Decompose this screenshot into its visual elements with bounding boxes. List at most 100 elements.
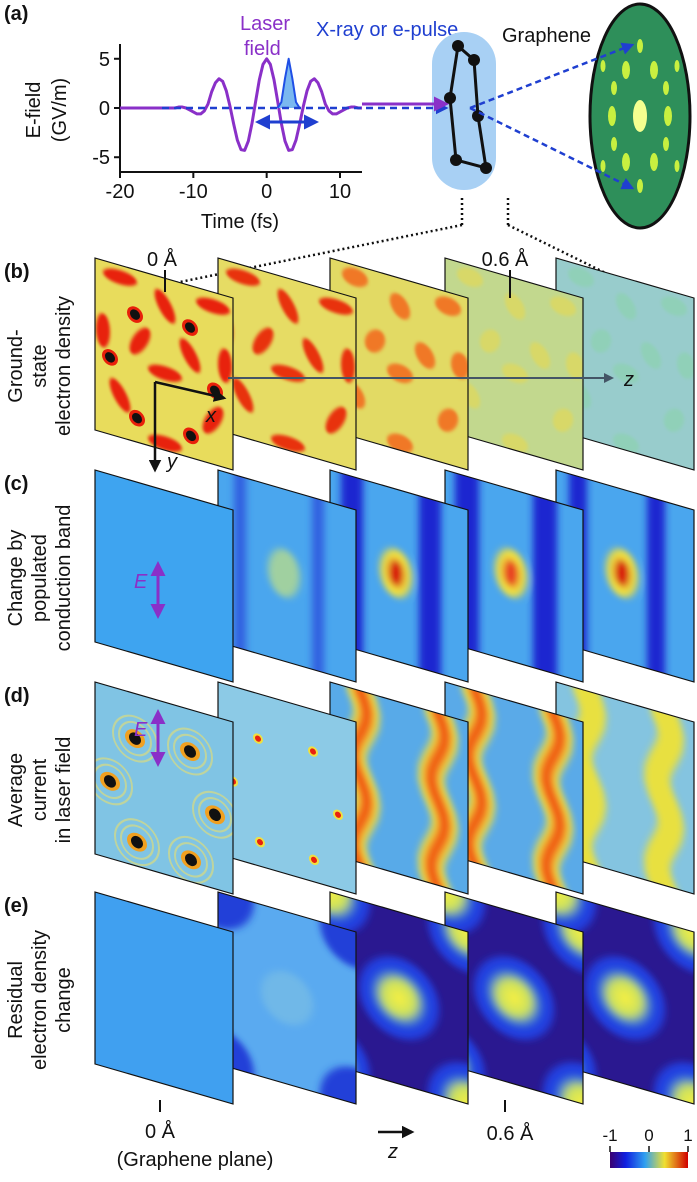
density-blob bbox=[364, 329, 386, 353]
band bbox=[647, 486, 665, 683]
density-blob bbox=[457, 267, 483, 288]
row-label: state bbox=[29, 344, 51, 387]
density-blob bbox=[302, 338, 324, 373]
density-blob bbox=[319, 297, 353, 315]
density-blob bbox=[640, 342, 662, 369]
field-label: E bbox=[134, 571, 148, 593]
density-blob bbox=[226, 268, 260, 286]
row-label: current bbox=[29, 758, 51, 821]
row-label: in laser field bbox=[53, 737, 75, 844]
field-label: E bbox=[134, 719, 148, 741]
laser-line bbox=[120, 57, 362, 152]
sheet-bg bbox=[218, 258, 356, 471]
x-axis-arrow bbox=[154, 380, 227, 402]
sample-label: Graphene bbox=[502, 25, 591, 47]
atom-core bbox=[209, 808, 221, 822]
depth-label: 0.6 Å bbox=[487, 1122, 534, 1145]
sheet-map bbox=[95, 892, 233, 1105]
y-tick-label: -5 bbox=[92, 147, 110, 169]
density-blob bbox=[550, 296, 576, 316]
colorbar-tick-label: 0 bbox=[644, 1126, 653, 1145]
y-tick-label: 0 bbox=[99, 98, 110, 120]
band-core bbox=[539, 701, 568, 895]
current-dot bbox=[310, 748, 316, 755]
hotspot bbox=[388, 558, 404, 588]
density-blob bbox=[277, 289, 299, 324]
ripple bbox=[174, 842, 208, 878]
laser-label: Laser bbox=[240, 13, 290, 35]
density-blob bbox=[342, 267, 368, 288]
y-axis-label: E-field bbox=[23, 82, 45, 139]
ripple bbox=[167, 727, 213, 776]
sheet-map bbox=[95, 470, 233, 683]
colorbar bbox=[610, 1152, 688, 1168]
row-label: Residual bbox=[5, 961, 27, 1039]
axis-name: z bbox=[387, 1141, 398, 1163]
ripple bbox=[95, 763, 127, 800]
density-blob bbox=[103, 268, 137, 286]
band bbox=[312, 487, 324, 683]
ripple bbox=[120, 824, 154, 860]
density-blob bbox=[663, 408, 685, 432]
sheet-map bbox=[218, 470, 356, 683]
atom-core bbox=[185, 322, 195, 333]
spot bbox=[330, 892, 360, 924]
laser-label: field bbox=[244, 38, 281, 60]
x-tick-label: -10 bbox=[179, 181, 208, 203]
current-dot bbox=[255, 735, 261, 742]
density-blob bbox=[196, 297, 230, 315]
band-core bbox=[424, 701, 453, 895]
bands bbox=[234, 470, 324, 683]
density-blob bbox=[568, 267, 594, 288]
spot bbox=[595, 966, 655, 1030]
zoom-line bbox=[164, 223, 463, 287]
sheet bbox=[94, 469, 234, 683]
x-tick-label: 0 bbox=[261, 181, 272, 203]
y-tick-label: 5 bbox=[99, 49, 110, 71]
density-blob bbox=[504, 292, 526, 320]
pulse-line bbox=[276, 57, 301, 109]
sheet-map bbox=[95, 258, 233, 471]
density-blobs bbox=[96, 268, 232, 452]
graphene-atoms bbox=[444, 40, 492, 174]
sheet-bg bbox=[556, 258, 694, 471]
density-blob bbox=[148, 434, 182, 452]
density-blob bbox=[109, 377, 131, 413]
sheet bbox=[217, 469, 357, 683]
y-axis-label: (GV/m) bbox=[49, 78, 71, 142]
atom-core bbox=[130, 309, 140, 320]
diffraction-spots bbox=[600, 39, 680, 193]
sheet bbox=[329, 681, 469, 895]
ripple bbox=[192, 790, 233, 839]
sheet-frame bbox=[94, 469, 234, 683]
ripple bbox=[95, 757, 133, 806]
sheet-frame bbox=[94, 891, 234, 1105]
density-blob bbox=[218, 348, 232, 383]
spot bbox=[664, 1072, 694, 1105]
spot bbox=[369, 966, 429, 1030]
current-dot bbox=[311, 856, 317, 863]
sheet-bg bbox=[218, 682, 356, 895]
spot bbox=[556, 892, 586, 924]
row-label: electron density bbox=[53, 296, 75, 436]
density-blob bbox=[414, 342, 436, 369]
density-blob bbox=[271, 434, 305, 452]
density-blob bbox=[252, 327, 274, 355]
x-tick-label: -20 bbox=[106, 181, 135, 203]
density-blob bbox=[341, 348, 355, 383]
spot bbox=[261, 970, 313, 1026]
sheets bbox=[94, 257, 695, 1105]
spot bbox=[438, 1072, 468, 1105]
atom-core bbox=[184, 745, 196, 758]
density-blob bbox=[389, 292, 411, 320]
x-axis-label: Time (fs) bbox=[201, 211, 279, 233]
sheet bbox=[94, 891, 234, 1105]
current-dot bbox=[257, 839, 263, 846]
band-core bbox=[650, 701, 679, 895]
band bbox=[234, 470, 246, 661]
overlay: (b)Ground-state electron density(c)Change… bbox=[4, 248, 693, 1171]
ripple bbox=[114, 818, 160, 867]
band bbox=[533, 485, 557, 683]
note: (Graphene plane) bbox=[117, 1149, 274, 1171]
panel-label: (c) bbox=[4, 473, 28, 495]
